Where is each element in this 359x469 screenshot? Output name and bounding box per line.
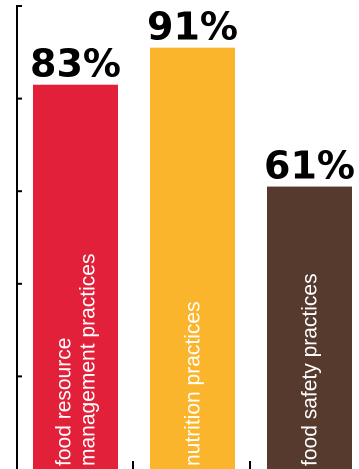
bar bbox=[33, 84, 118, 469]
category-label-line: nutrition practices bbox=[182, 301, 205, 466]
data-label: 83% bbox=[30, 42, 121, 86]
category-label-line: management practices bbox=[77, 254, 100, 466]
labels-group: 83% food resource management practices 91% n… bbox=[30, 5, 355, 466]
data-label: 61% bbox=[264, 144, 355, 188]
category-label-line: food resource bbox=[53, 338, 76, 466]
bar bbox=[267, 186, 352, 469]
data-label: 91% bbox=[147, 5, 238, 49]
bars-group bbox=[33, 47, 352, 469]
axis-group bbox=[16, 5, 251, 469]
category-label-line: food safety practices bbox=[299, 273, 322, 466]
category-label: food safety practices bbox=[299, 273, 322, 466]
bar bbox=[150, 47, 235, 469]
category-label: food resource management practices bbox=[53, 254, 100, 466]
category-label: nutrition practices bbox=[182, 301, 205, 466]
